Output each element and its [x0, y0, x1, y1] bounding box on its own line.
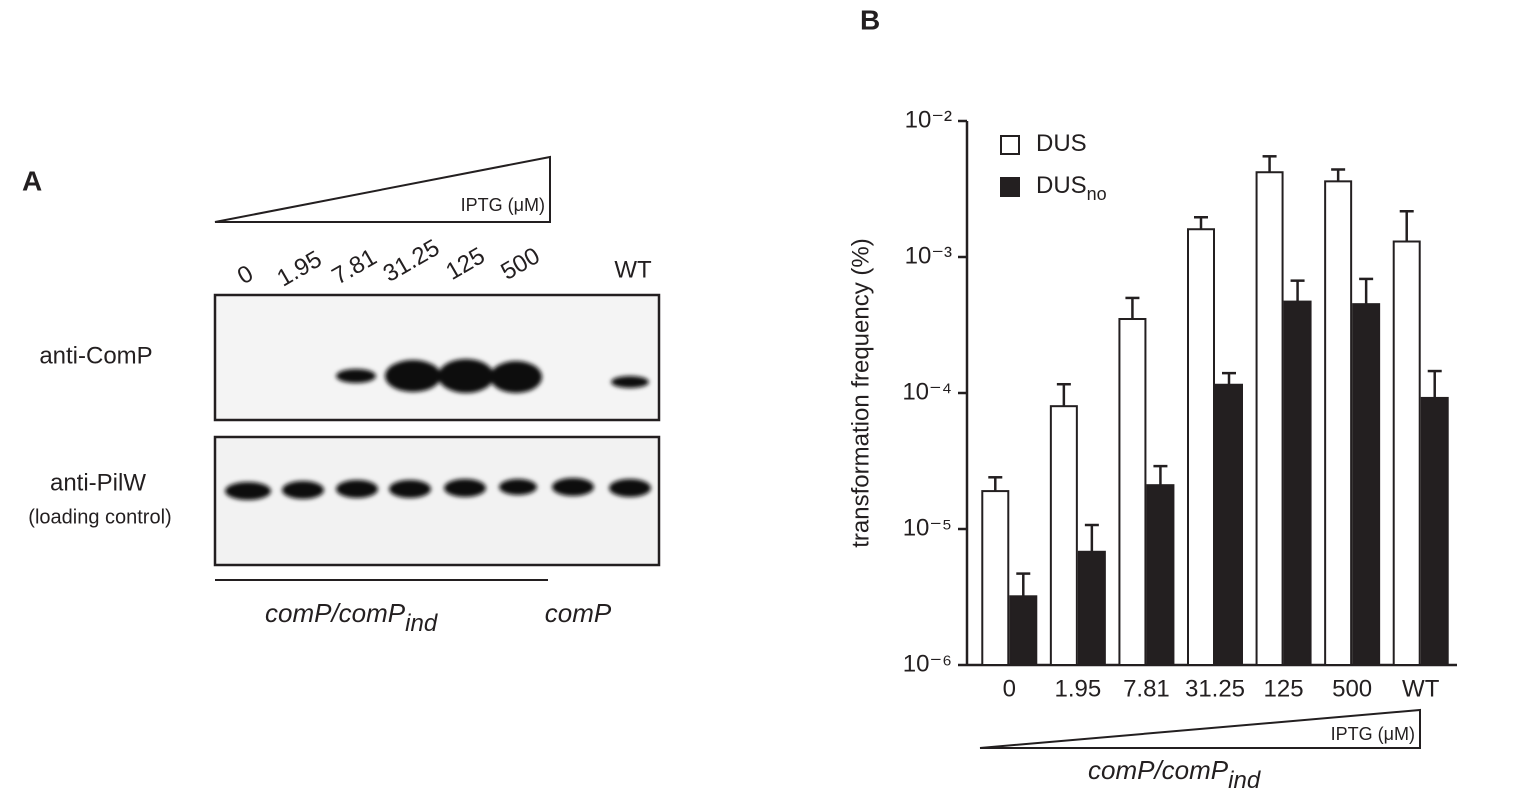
row-label: anti-ComP: [39, 342, 152, 369]
lane-label: 31.25: [379, 234, 445, 287]
bar: [1009, 595, 1038, 667]
blot-pilw: [213, 435, 661, 567]
x-tick-label: 125: [1264, 675, 1304, 702]
legend-swatch: [1000, 177, 1020, 197]
bar: [1146, 484, 1175, 666]
x-tick-label: 500: [1332, 675, 1372, 702]
plot: 10⁻⁶ 10⁻⁵ 10⁻⁴ 10⁻³ 10⁻² 0 1.95 7.81 31.25 125 500…: [902, 106, 1449, 702]
gradient-label: IPTG (μM): [1331, 724, 1415, 744]
bar: [1420, 396, 1449, 666]
bar: [1187, 228, 1215, 666]
x-tick-label: 0: [1003, 675, 1016, 702]
bar: [1077, 550, 1106, 667]
x-tick-label: 7.81: [1123, 675, 1170, 702]
y-tick-label: 10⁻²: [905, 106, 952, 133]
strain-main: comP/comP: [265, 598, 406, 628]
strain-label: comP/comPind: [1088, 755, 1261, 794]
gradient-triangle: [979, 708, 1421, 749]
strain-label: comP/comPind: [265, 598, 438, 637]
bands-comp: [336, 359, 649, 393]
legend-name: DUS: [1036, 172, 1087, 199]
lane-label: WT: [614, 256, 652, 283]
y-axis-title: transformation frequency (%): [847, 238, 874, 547]
bar: [981, 490, 1010, 666]
x-tick-label: WT: [1402, 675, 1440, 702]
bands-pilw: [225, 478, 651, 500]
legend-label: DUS: [1036, 130, 1087, 157]
panel-label: A: [22, 165, 42, 196]
lane-label: 125: [441, 242, 489, 285]
lane-label: 500: [496, 242, 544, 285]
blot-comp: [213, 293, 661, 422]
x-tick-label: 31.25: [1185, 675, 1245, 702]
bar: [1324, 180, 1353, 666]
legend-swatch: [1000, 135, 1020, 155]
bar: [1392, 240, 1421, 667]
strain-main: comP/comP: [1088, 755, 1229, 785]
lane-label: 0: [233, 260, 258, 290]
row-label: (loading control): [28, 506, 171, 528]
strain-label: comP: [545, 598, 612, 628]
bar: [1255, 171, 1284, 666]
gradient-label: IPTG (μM): [461, 195, 545, 215]
bar: [1049, 405, 1078, 666]
y-tick-label: 10⁻⁶: [903, 650, 952, 677]
bar: [1215, 383, 1243, 666]
legend-label: DUSno: [1036, 172, 1107, 203]
y-tick-label: 10⁻⁴: [902, 378, 952, 405]
bar: [1352, 303, 1381, 666]
y-tick-label: 10⁻³: [905, 242, 952, 269]
lane-label: 1.95: [272, 246, 326, 293]
bar: [1118, 318, 1147, 666]
bar: [1283, 300, 1312, 666]
lane-label: 7.81: [327, 244, 381, 291]
strain-sub: ind: [1228, 767, 1261, 794]
strain-sub: ind: [405, 610, 438, 637]
gradient-triangle: [214, 155, 551, 223]
row-label: anti-PilW: [50, 469, 146, 496]
legend-sub: no: [1087, 184, 1107, 204]
x-tick-label: 1.95: [1054, 675, 1101, 702]
y-tick-label: 10⁻⁵: [903, 514, 952, 541]
legend-name: DUS: [1036, 130, 1087, 157]
panel-label: B: [860, 4, 880, 35]
